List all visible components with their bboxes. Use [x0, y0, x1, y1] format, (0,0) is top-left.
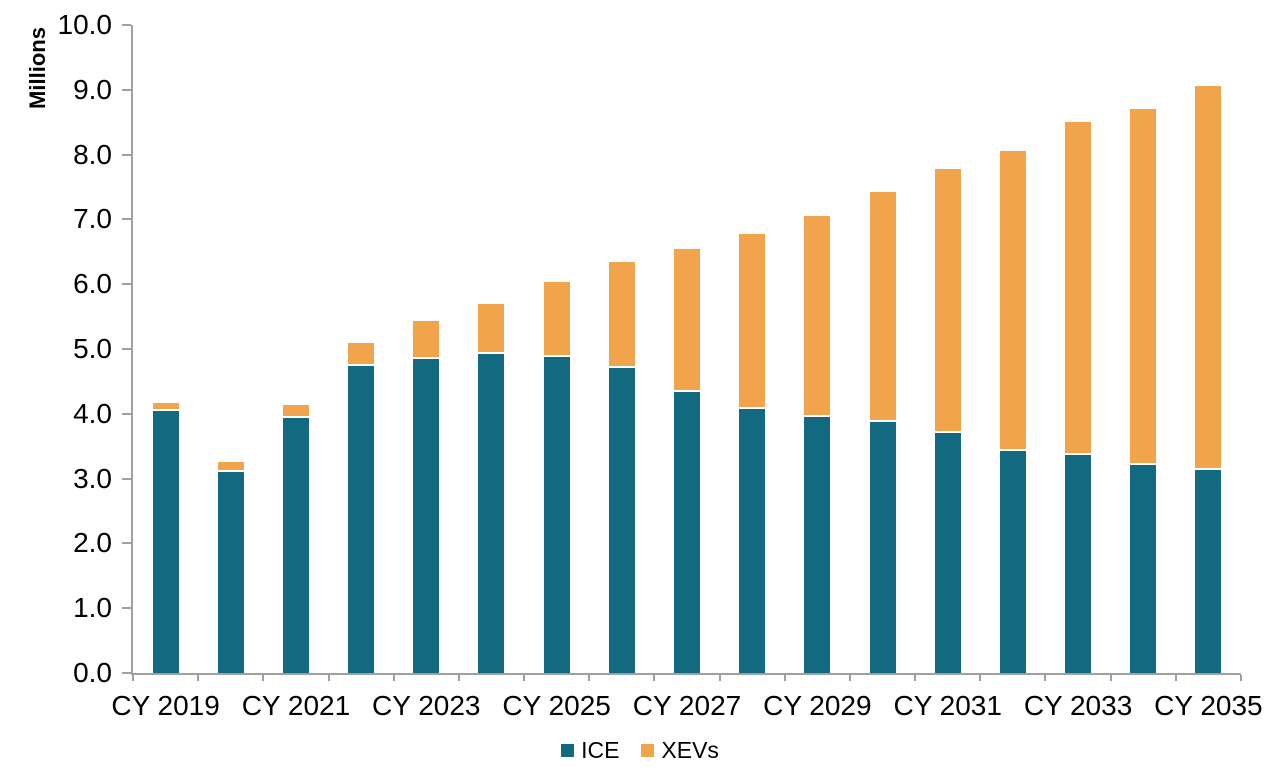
- x-axis-line: [131, 673, 1241, 675]
- bar-segment-xevs: [608, 261, 635, 366]
- x-tick: [1240, 675, 1242, 681]
- bar-segment-ice: [1195, 470, 1222, 673]
- bar-segment-ice: [413, 358, 440, 673]
- bar-segment-ice: [348, 366, 375, 673]
- bar-segment-ice: [478, 354, 505, 673]
- bar-segment-xevs: [869, 192, 896, 420]
- x-tick: [523, 675, 526, 681]
- bar-segment-ice: [1130, 464, 1157, 673]
- bar-segment-ice: [804, 417, 831, 673]
- y-tick-label: 1.0: [73, 592, 112, 624]
- y-tick-label: 5.0: [73, 333, 112, 364]
- y-tick-label: 0.0: [73, 657, 112, 688]
- legend-label: ICE: [581, 737, 620, 763]
- x-axis-label: CY 2029: [763, 690, 872, 721]
- x-axis-label: CY 2033: [1023, 690, 1133, 721]
- y-tick-label: 6.0: [73, 268, 112, 300]
- x-tick: [848, 675, 851, 681]
- bar-segment-xevs: [217, 462, 244, 471]
- bar-segment-ice: [282, 418, 309, 673]
- bar-segment-xevs: [934, 168, 961, 432]
- x-tick: [262, 675, 265, 681]
- y-tick-label: 3.0: [73, 462, 112, 494]
- y-tick-label: 4.0: [73, 397, 112, 429]
- y-axis-line: [131, 25, 133, 675]
- x-axis-label: CY 2031: [893, 690, 1002, 721]
- y-tick: [122, 412, 131, 415]
- bar-segment-xevs: [348, 342, 375, 365]
- x-tick: [718, 675, 721, 681]
- bar-segment-ice: [217, 472, 244, 673]
- x-tick: [653, 675, 656, 681]
- bar-segment-ice: [543, 356, 570, 673]
- bar-segment-xevs: [999, 150, 1026, 450]
- bar-segment-xevs: [478, 303, 505, 353]
- x-axis-label: CY 2021: [241, 690, 351, 721]
- y-tick: [122, 218, 131, 221]
- y-tick: [122, 607, 131, 610]
- legend-swatch-xevs: [641, 744, 655, 757]
- x-axis-label: CY 2035: [1154, 690, 1263, 721]
- y-tick: [122, 24, 131, 26]
- x-tick: [588, 675, 591, 681]
- bar-segment-xevs: [543, 282, 570, 355]
- y-tick: [122, 348, 131, 350]
- bar-segment-ice: [999, 451, 1026, 673]
- bar-segment-xevs: [1130, 108, 1157, 463]
- x-tick: [1109, 675, 1112, 681]
- bar-segment-xevs: [804, 215, 831, 416]
- bar-segment-ice: [934, 433, 961, 673]
- bar-segment-xevs: [282, 405, 309, 417]
- x-tick: [1044, 675, 1047, 681]
- x-tick: [132, 675, 134, 681]
- legend-label: XEVs: [661, 737, 719, 763]
- y-tick-label: 7.0: [73, 203, 112, 235]
- bar-segment-xevs: [1065, 122, 1092, 454]
- x-tick: [197, 675, 200, 681]
- x-tick: [457, 675, 460, 681]
- x-axis-label: CY 2027: [632, 690, 742, 721]
- bar-segment-ice: [869, 421, 896, 673]
- y-tick-label: 9.0: [73, 73, 112, 105]
- x-tick: [327, 675, 330, 681]
- legend-item-ice: ICE: [561, 737, 619, 764]
- x-tick: [783, 675, 786, 681]
- bar-segment-xevs: [413, 321, 440, 357]
- bar-segment-xevs: [1195, 85, 1222, 469]
- legend: ICE XEVs: [0, 737, 1280, 764]
- legend-swatch-ice: [561, 744, 575, 757]
- x-tick: [1174, 675, 1177, 681]
- bar-segment-xevs: [152, 403, 179, 409]
- bar-segment-xevs: [739, 233, 766, 407]
- y-tick-label: 10.0: [57, 9, 113, 40]
- y-tick: [122, 153, 131, 156]
- y-tick: [122, 88, 131, 91]
- x-tick: [914, 675, 917, 681]
- bar-segment-ice: [739, 408, 766, 673]
- x-axis-label: CY 2023: [372, 690, 481, 721]
- legend-item-xevs: XEVs: [641, 737, 719, 764]
- bar-segment-ice: [1065, 455, 1092, 673]
- bar-segment-xevs: [674, 249, 700, 390]
- y-tick-label: 2.0: [73, 527, 112, 559]
- x-axis-label: CY 2019: [111, 690, 220, 721]
- y-tick: [122, 542, 131, 545]
- bar-segment-ice: [152, 410, 179, 673]
- x-axis-label: CY 2025: [502, 690, 611, 721]
- x-tick: [979, 675, 982, 681]
- x-tick: [392, 675, 395, 681]
- y-tick-label: 8.0: [73, 138, 112, 170]
- y-tick: [122, 477, 131, 480]
- bar-segment-ice: [608, 367, 635, 673]
- bar-segment-ice: [674, 391, 700, 673]
- y-tick: [122, 672, 131, 674]
- y-tick: [122, 283, 131, 286]
